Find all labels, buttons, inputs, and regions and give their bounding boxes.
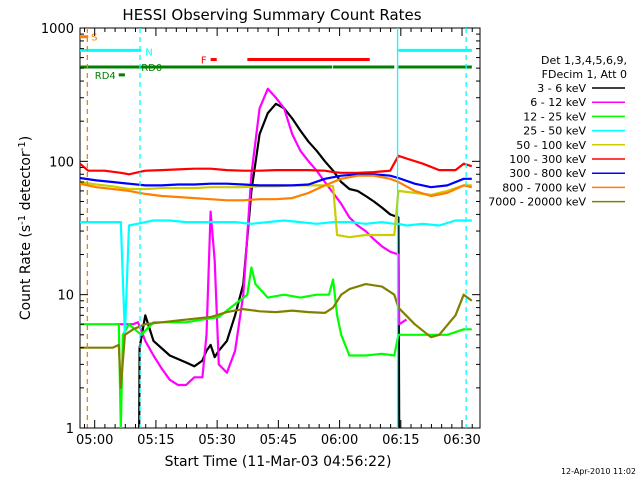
y-axis: 1 10 100 1000 xyxy=(41,22,480,437)
legend-label-3-6-kev: 3 - 6 keV xyxy=(537,82,586,95)
series-line-12-25-kev xyxy=(80,266,472,428)
flag-layer: S N F RD0 RD4 xyxy=(80,33,472,82)
flag-label-s: S xyxy=(91,33,97,44)
x-tick-label-06-15: 06:15 xyxy=(382,433,419,448)
series-line-3-6-kev xyxy=(138,102,401,428)
footer-date: 12-Apr-2010 11:02 xyxy=(561,467,636,476)
x-tick-label-06-00: 06:00 xyxy=(321,433,358,448)
x-tick-label-05-30: 05:30 xyxy=(198,433,235,448)
legend-label-7000-20000-kev: 7000 - 20000 keV xyxy=(488,196,586,209)
y-axis-label: Count Rate (s-1 detector-1) xyxy=(17,136,34,320)
x-tick-label-06-30: 06:30 xyxy=(443,433,480,448)
series-line-800-7000-kev xyxy=(80,174,473,202)
legend: Det 1,3,4,5,6,9, FDecim 1, Att 0 3 - 6 k… xyxy=(488,54,627,209)
flag-label-rd4: RD4 xyxy=(95,71,116,82)
legend-label-800-7000-kev: 800 - 7000 keV xyxy=(502,181,586,194)
x-tick-label-05-45: 05:45 xyxy=(260,433,297,448)
legend-header-line-2: FDecim 1, Att 0 xyxy=(542,68,627,81)
series-line-25-50-kev xyxy=(80,219,472,336)
series-layer xyxy=(80,87,473,428)
plot-frame xyxy=(79,27,481,429)
x-tick-label-05-15: 05:15 xyxy=(137,433,174,448)
flag-label-f: F xyxy=(201,56,207,67)
marker-layer xyxy=(86,28,467,428)
series-line-7000-20000-kev xyxy=(80,283,473,389)
legend-label-25-50-kev: 25 - 50 keV xyxy=(523,125,586,138)
legend-label-50-100-kev: 50 - 100 keV xyxy=(516,139,586,152)
y-tick-label-1: 1 xyxy=(66,422,74,437)
y-tick-label-100: 100 xyxy=(49,155,74,170)
y-tick-label-1000: 1000 xyxy=(41,22,74,37)
x-axis-label: Start Time (11-Mar-03 04:56:22) xyxy=(165,454,392,470)
x-axis: 05:00 05:15 05:30 05:45 06:00 06:15 06:30 xyxy=(76,28,481,448)
series-line-6-12-kev xyxy=(116,87,408,387)
legend-label-6-12-kev: 6 - 12 keV xyxy=(530,96,586,109)
y-tick-label-10: 10 xyxy=(57,289,74,304)
legend-header-line-1: Det 1,3,4,5,6,9, xyxy=(541,54,627,67)
series-line-100-300-kev xyxy=(80,154,473,176)
x-tick-label-05-00: 05:00 xyxy=(76,433,113,448)
series-line-300-800-kev xyxy=(80,173,472,189)
legend-label-300-800-kev: 300 - 800 keV xyxy=(509,167,586,180)
flag-label-n: N xyxy=(145,47,152,58)
legend-label-12-25-kev: 12 - 25 keV xyxy=(523,110,586,123)
chart-title: HESSI Observing Summary Count Rates xyxy=(122,6,421,24)
legend-label-100-300-kev: 100 - 300 keV xyxy=(509,153,586,166)
flag-label-rd0: RD0 xyxy=(141,63,162,74)
